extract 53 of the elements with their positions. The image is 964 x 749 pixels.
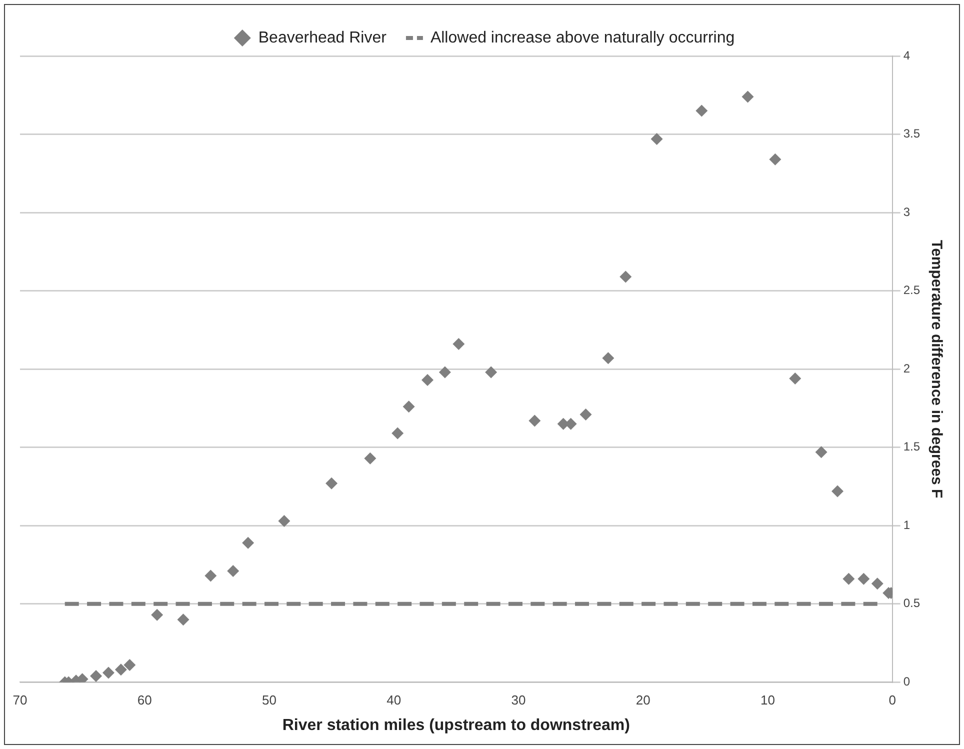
- point: [650, 132, 663, 145]
- point: [789, 372, 802, 384]
- y-tick-label: 3: [903, 204, 910, 219]
- point: [485, 366, 498, 378]
- point: [124, 658, 136, 671]
- point: [858, 572, 870, 585]
- x-tick-label: 60: [137, 692, 152, 708]
- x-tick-label: 20: [636, 692, 650, 708]
- point: [620, 270, 632, 283]
- x-axis-title: River station miles (upstream to downstream): [282, 716, 630, 734]
- x-tick-label: 0: [888, 692, 896, 708]
- y-tick-label: 3.5: [903, 126, 920, 141]
- point: [580, 408, 592, 420]
- point: [438, 366, 451, 378]
- point: [871, 578, 884, 590]
- x-tick-label: 50: [262, 692, 276, 708]
- point: [242, 536, 254, 549]
- y-axis-title: Temperature difference in degrees F: [928, 240, 945, 498]
- legend-label: Beaverhead River: [258, 29, 388, 46]
- point: [452, 338, 465, 350]
- point: [278, 514, 290, 527]
- point: [151, 608, 164, 621]
- y-tick-label: 1.5: [903, 440, 920, 454]
- point: [602, 352, 614, 364]
- point: [402, 400, 415, 413]
- point: [769, 153, 782, 166]
- point: [227, 565, 240, 578]
- point: [696, 104, 708, 117]
- y-tick-label: 4: [903, 48, 910, 62]
- point: [742, 90, 754, 103]
- point: [831, 485, 844, 498]
- y-tick-label: 0: [903, 674, 910, 689]
- point: [326, 477, 338, 490]
- y-tick-label: 2: [903, 361, 910, 376]
- point: [102, 666, 114, 679]
- x-tick-label: 70: [12, 692, 28, 708]
- point: [177, 614, 190, 626]
- point: [90, 670, 102, 682]
- point: [528, 414, 541, 427]
- point: [392, 427, 404, 440]
- point: [364, 452, 376, 464]
- x-tick-label: 40: [386, 692, 402, 708]
- x-tick-label: 10: [760, 692, 775, 708]
- point: [842, 572, 855, 585]
- y-tick-label: 1: [903, 518, 910, 532]
- point: [422, 374, 434, 386]
- legend-label: Allowed increase above naturally occurring: [430, 29, 735, 46]
- point: [204, 570, 217, 582]
- point: [815, 446, 828, 458]
- y-tick-label: 2.5: [903, 283, 920, 298]
- x-tick-label: 30: [511, 692, 526, 708]
- point: [114, 664, 127, 676]
- y-tick-label: 0.5: [903, 596, 920, 610]
